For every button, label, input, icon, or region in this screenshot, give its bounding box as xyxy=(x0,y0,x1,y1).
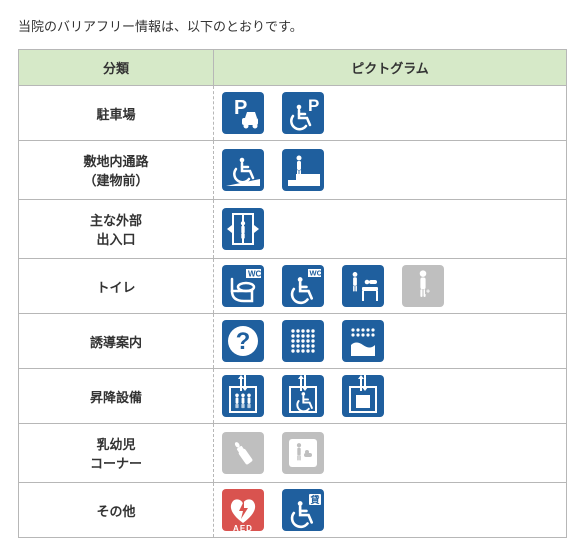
parking-icon: P xyxy=(222,92,264,134)
nursing-icon xyxy=(282,432,324,474)
braille-band-icon xyxy=(342,320,384,362)
svg-text:WC: WC xyxy=(310,269,323,278)
table-row: 昇降設備 xyxy=(19,369,567,424)
svg-text:P: P xyxy=(308,96,319,115)
pictogram-cell xyxy=(214,200,567,259)
wheelchair-wc-icon: WC xyxy=(282,265,324,307)
baby-change-icon xyxy=(342,265,384,307)
table-row: 乳幼児コーナー xyxy=(19,424,567,483)
svg-text:+: + xyxy=(426,289,430,296)
pictogram-cell: WC WC + xyxy=(214,259,567,314)
staircase-person-icon xyxy=(282,149,324,191)
pictogram-cell: AED 貸 xyxy=(214,483,567,538)
category-cell: トイレ xyxy=(19,259,214,314)
header-pictogram: ピクトグラム xyxy=(214,50,567,86)
pictogram-cell xyxy=(214,369,567,424)
table-row: 敷地内通路（建物前） xyxy=(19,141,567,200)
category-cell: 駐車場 xyxy=(19,86,214,141)
ostomate-icon: + xyxy=(402,265,444,307)
info-question-icon: ? xyxy=(222,320,264,362)
wheelchair-parking-icon: P xyxy=(282,92,324,134)
pictogram-cell: P P xyxy=(214,86,567,141)
intro-text: 当院のバリアフリー情報は、以下のとおりです。 xyxy=(18,16,567,35)
pictogram-cell xyxy=(214,141,567,200)
table-row: 駐車場 P P xyxy=(19,86,567,141)
wheelchair-elevator-icon xyxy=(282,375,324,417)
table-row: 主な外部出入口 xyxy=(19,200,567,259)
toilet-wc-icon: WC xyxy=(222,265,264,307)
aed-icon: AED xyxy=(222,489,264,531)
pictogram-cell: ? xyxy=(214,314,567,369)
category-cell: 誘導案内 xyxy=(19,314,214,369)
tactile-block-icon xyxy=(282,320,324,362)
elevator-box-icon xyxy=(342,375,384,417)
icon-caption: AED xyxy=(222,524,264,533)
wheelchair-loan-icon: 貸 xyxy=(282,489,324,531)
elevator-icon xyxy=(222,375,264,417)
category-cell: 主な外部出入口 xyxy=(19,200,214,259)
category-cell: 昇降設備 xyxy=(19,369,214,424)
svg-text:WC: WC xyxy=(248,270,262,279)
baby-bottle-icon xyxy=(222,432,264,474)
category-cell: その他 xyxy=(19,483,214,538)
table-row: その他 AED 貸 xyxy=(19,483,567,538)
svg-text:P: P xyxy=(234,97,247,119)
pictogram-cell xyxy=(214,424,567,483)
accessibility-table: 分類 ピクトグラム 駐車場 P P敷地内通路（建物前） 主な外部出入口 トイレ xyxy=(18,49,567,538)
auto-door-icon xyxy=(222,208,264,250)
category-cell: 乳幼児コーナー xyxy=(19,424,214,483)
table-row: 誘導案内 ? xyxy=(19,314,567,369)
table-row: トイレ WC WC + xyxy=(19,259,567,314)
category-cell: 敷地内通路（建物前） xyxy=(19,141,214,200)
svg-text:?: ? xyxy=(236,328,251,355)
wheelchair-ramp-icon xyxy=(222,149,264,191)
header-category: 分類 xyxy=(19,50,214,86)
